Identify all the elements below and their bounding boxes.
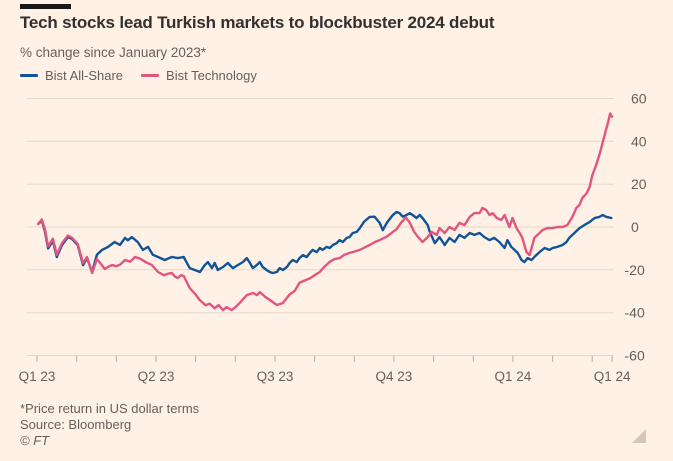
chart-title: Tech stocks lead Turkish markets to bloc…	[20, 13, 495, 32]
legend: Bist All-Share Bist Technology	[20, 68, 257, 83]
x-axis-label: Q1 24	[594, 369, 631, 384]
resize-corner-icon[interactable]	[632, 429, 646, 443]
y-axis-label: -40	[625, 305, 645, 321]
bist-all-share-line-swatch-icon	[20, 73, 38, 78]
kicker-bar	[20, 4, 71, 9]
y-axis-label: -60	[625, 348, 645, 364]
legend-label: Bist All-Share	[45, 68, 124, 83]
y-axis-label: -20	[625, 262, 645, 278]
legend-item-bist-all-share[interactable]: Bist All-Share	[20, 68, 123, 83]
ft-copyright: © FT	[20, 433, 50, 448]
x-axis-label: Q3 23	[257, 369, 294, 384]
x-axis-label: Q4 23	[376, 369, 413, 384]
series-line-bist-all-share	[37, 210, 613, 275]
y-axis-label: 20	[631, 176, 647, 192]
x-axis-label: Q1 23	[19, 369, 56, 384]
legend-label: Bist Technology	[166, 68, 257, 83]
x-axis-label: Q2 23	[138, 369, 175, 384]
y-axis-label: 40	[631, 133, 647, 149]
chart-footnote: *Price return in US dollar terms	[20, 401, 200, 416]
chart-source: Source: Bloomberg	[20, 417, 132, 432]
chart-subtitle: % change since January 2023*	[20, 45, 207, 60]
legend-item-bist-technology[interactable]: Bist Technology	[141, 68, 257, 83]
bist-technology-line-swatch-icon	[141, 73, 160, 78]
y-axis-label: 0	[631, 219, 639, 235]
x-axis-label: Q1 24	[495, 369, 532, 384]
series-line-bist-technology	[37, 112, 614, 312]
y-axis-label: 60	[631, 91, 647, 107]
